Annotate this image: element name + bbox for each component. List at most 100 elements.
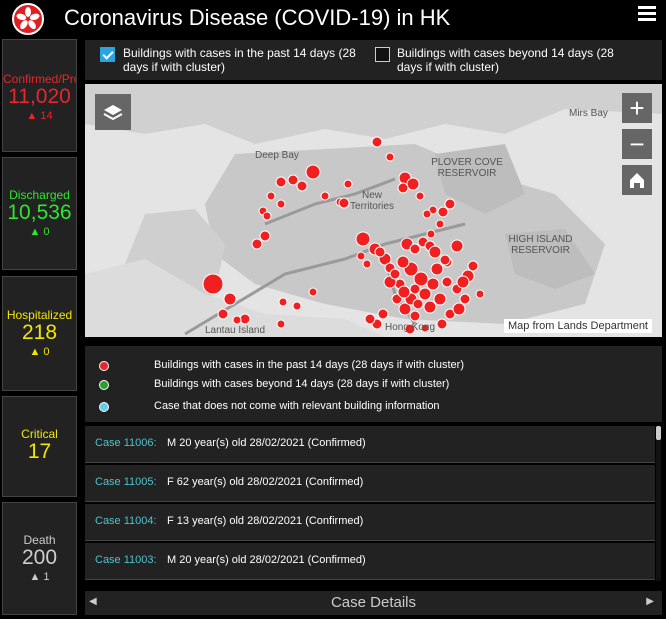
case-list-scrollbar[interactable] bbox=[656, 426, 661, 581]
case-row[interactable]: Case 11005: F 62 year(s) old 28/02/2021 … bbox=[85, 465, 655, 502]
prev-arrow-icon[interactable]: ◀ bbox=[89, 596, 97, 607]
case-details-bar: ◀ Case Details ▶ bbox=[85, 591, 662, 615]
case-marker[interactable] bbox=[292, 301, 302, 311]
case-marker[interactable] bbox=[415, 191, 425, 201]
next-arrow-icon[interactable]: ▶ bbox=[646, 596, 654, 607]
older-cases-label[interactable]: Buildings with cases beyond 14 days (28 … bbox=[397, 46, 614, 74]
case-row[interactable]: Case 11003: M 20 year(s) old 28/02/2021 … bbox=[85, 543, 655, 580]
case-marker[interactable] bbox=[308, 287, 318, 297]
case-marker[interactable] bbox=[251, 238, 263, 250]
case-marker[interactable] bbox=[397, 182, 409, 194]
case-list[interactable]: Case 11006: M 20 year(s) old 28/02/2021 … bbox=[85, 426, 655, 581]
up-arrow-icon: ▲ bbox=[29, 571, 41, 583]
layers-icon[interactable] bbox=[95, 94, 131, 130]
case-marker[interactable] bbox=[398, 302, 412, 316]
case-marker[interactable] bbox=[389, 268, 401, 280]
case-marker[interactable] bbox=[423, 300, 437, 314]
case-marker[interactable] bbox=[371, 136, 383, 148]
case-marker[interactable] bbox=[364, 313, 376, 325]
stat-discharged-label: Discharged bbox=[9, 188, 70, 202]
recent-cases-label[interactable]: Buildings with cases in the past 14 days… bbox=[123, 46, 356, 74]
case-marker[interactable] bbox=[305, 164, 321, 180]
scrollbar-thumb[interactable] bbox=[656, 426, 661, 440]
legend-item: Buildings with cases beyond 14 days (28 … bbox=[85, 375, 662, 395]
case-marker[interactable] bbox=[362, 259, 372, 269]
case-marker[interactable] bbox=[456, 275, 470, 289]
case-marker[interactable] bbox=[266, 191, 276, 201]
case-marker[interactable] bbox=[356, 251, 366, 261]
stat-hospitalized-delta: ▲ 0 bbox=[29, 346, 50, 358]
case-marker[interactable] bbox=[418, 287, 432, 301]
case-marker[interactable] bbox=[430, 262, 444, 276]
case-marker[interactable] bbox=[428, 245, 442, 259]
case-marker[interactable] bbox=[259, 230, 271, 242]
case-marker[interactable] bbox=[420, 323, 430, 333]
case-marker[interactable] bbox=[452, 302, 466, 316]
stat-critical-value: 17 bbox=[27, 440, 52, 463]
case-map[interactable]: + − Mirs Bay Deep Bay New Territories PL… bbox=[85, 84, 662, 337]
stat-discharged-value: 10,536 bbox=[7, 201, 72, 224]
case-marker[interactable] bbox=[320, 191, 330, 201]
case-marker[interactable] bbox=[413, 271, 429, 287]
case-marker[interactable] bbox=[475, 289, 485, 299]
case-marker[interactable] bbox=[262, 211, 272, 221]
stat-confirmed-label: Confirmed/Probable bbox=[3, 72, 76, 86]
case-marker[interactable] bbox=[276, 319, 286, 329]
case-marker[interactable] bbox=[278, 297, 288, 307]
case-id: Case 11003: bbox=[95, 554, 157, 566]
case-marker[interactable] bbox=[406, 177, 420, 191]
zoom-out-button[interactable]: − bbox=[622, 129, 652, 159]
case-marker[interactable] bbox=[239, 313, 251, 325]
case-marker[interactable] bbox=[435, 219, 445, 229]
map-label-high-island: HIGH ISLAND RESERVOIR bbox=[508, 234, 573, 256]
case-marker[interactable] bbox=[275, 176, 287, 188]
case-marker[interactable] bbox=[276, 199, 286, 209]
hamburger-menu-icon[interactable] bbox=[638, 6, 656, 22]
recent-cases-checkbox[interactable] bbox=[100, 47, 115, 62]
case-marker[interactable] bbox=[355, 231, 371, 247]
case-marker[interactable] bbox=[426, 229, 436, 239]
hk-emblem-icon bbox=[12, 3, 44, 35]
case-marker[interactable] bbox=[422, 209, 432, 219]
case-marker[interactable] bbox=[441, 276, 453, 288]
case-marker[interactable] bbox=[338, 197, 350, 209]
legend-item: Case that does not come with relevant bu… bbox=[85, 397, 662, 417]
case-row[interactable]: Case 11006: M 20 year(s) old 28/02/2021 … bbox=[85, 426, 655, 463]
home-button[interactable] bbox=[622, 165, 652, 195]
case-marker[interactable] bbox=[287, 174, 299, 186]
case-marker[interactable] bbox=[437, 206, 449, 218]
stat-death-delta: ▲ 1 bbox=[29, 571, 50, 583]
case-marker[interactable] bbox=[436, 318, 448, 330]
stat-critical: Critical 17 bbox=[2, 396, 77, 497]
case-marker[interactable] bbox=[409, 283, 421, 295]
case-marker[interactable] bbox=[433, 292, 447, 306]
case-marker[interactable] bbox=[450, 239, 464, 253]
case-marker[interactable] bbox=[426, 277, 440, 291]
zoom-in-button[interactable]: + bbox=[622, 93, 652, 123]
case-marker[interactable] bbox=[232, 315, 242, 325]
case-marker[interactable] bbox=[404, 323, 416, 335]
case-marker[interactable] bbox=[409, 310, 421, 322]
stat-death-label: Death bbox=[23, 533, 56, 547]
case-marker[interactable] bbox=[296, 180, 308, 192]
blue-dot-icon bbox=[99, 402, 109, 412]
case-marker[interactable] bbox=[343, 179, 353, 189]
case-details-title[interactable]: Case Details bbox=[330, 594, 417, 611]
case-marker[interactable] bbox=[409, 243, 421, 255]
case-row[interactable]: Case 11004: F 13 year(s) old 28/02/2021 … bbox=[85, 504, 655, 541]
case-marker[interactable] bbox=[396, 255, 410, 269]
older-cases-checkbox[interactable] bbox=[375, 47, 390, 62]
case-marker[interactable] bbox=[444, 198, 456, 210]
case-marker[interactable] bbox=[397, 285, 411, 299]
case-marker[interactable] bbox=[377, 308, 389, 320]
case-marker[interactable] bbox=[385, 152, 395, 162]
case-marker[interactable] bbox=[459, 293, 471, 305]
case-marker[interactable] bbox=[412, 298, 424, 310]
case-marker[interactable] bbox=[217, 308, 229, 320]
case-marker[interactable] bbox=[374, 246, 386, 258]
case-markers bbox=[202, 136, 485, 335]
case-marker[interactable] bbox=[467, 260, 479, 272]
case-marker[interactable] bbox=[439, 254, 451, 266]
case-marker[interactable] bbox=[223, 292, 237, 306]
case-marker[interactable] bbox=[202, 273, 224, 295]
